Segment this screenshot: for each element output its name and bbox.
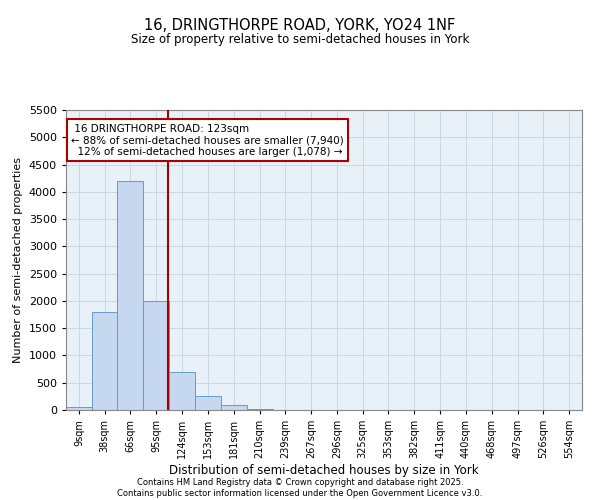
Text: 16, DRINGTHORPE ROAD, YORK, YO24 1NF: 16, DRINGTHORPE ROAD, YORK, YO24 1NF — [145, 18, 455, 32]
Bar — [66, 408, 92, 410]
Bar — [221, 404, 247, 410]
Bar — [117, 181, 143, 410]
Bar — [169, 372, 196, 410]
Text: Contains HM Land Registry data © Crown copyright and database right 2025.
Contai: Contains HM Land Registry data © Crown c… — [118, 478, 482, 498]
Text: Size of property relative to semi-detached houses in York: Size of property relative to semi-detach… — [131, 32, 469, 46]
Bar — [143, 301, 169, 410]
X-axis label: Distribution of semi-detached houses by size in York: Distribution of semi-detached houses by … — [169, 464, 479, 477]
Y-axis label: Number of semi-detached properties: Number of semi-detached properties — [13, 157, 23, 363]
Text: 16 DRINGTHORPE ROAD: 123sqm 
← 88% of semi-detached houses are smaller (7,940)
 : 16 DRINGTHORPE ROAD: 123sqm ← 88% of sem… — [71, 124, 344, 157]
Bar — [92, 312, 117, 410]
Bar — [196, 396, 221, 410]
Bar — [247, 409, 273, 410]
